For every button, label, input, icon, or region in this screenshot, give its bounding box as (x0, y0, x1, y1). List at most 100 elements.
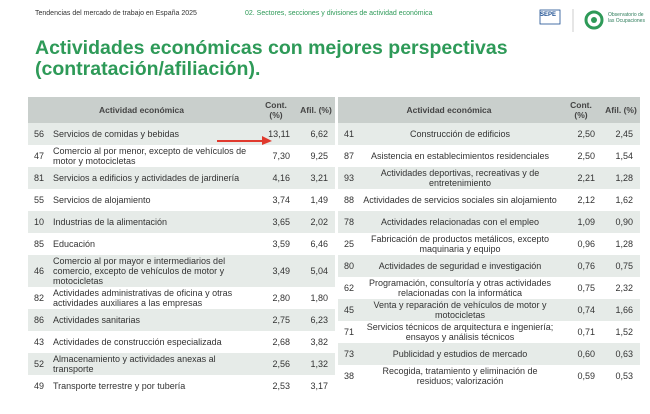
table-row: 46 Comercio al por mayor e intermediarios… (28, 255, 335, 287)
contratacion-pct: 0,76 (560, 255, 602, 277)
activity-name: Comercio al por menor, excepto de vehícu… (50, 145, 255, 167)
activity-name: Recogida, tratamiento y eliminación de r… (360, 365, 560, 387)
title-line: (contratación/afiliación). (35, 58, 261, 80)
activity-code: 45 (338, 299, 360, 321)
table-row: 86 Actividades sanitarias 2,75 6,23 (28, 309, 335, 331)
contratacion-pct: 2,12 (560, 189, 602, 211)
sepe-logo-text: SEPE (540, 12, 557, 18)
section-name: 02. Sectores, secciones y divisiones de … (245, 10, 433, 17)
table-row: 73 Publicidad y estudios de mercado 0,60 0,… (338, 343, 640, 365)
activity-code: 56 (28, 123, 50, 145)
afiliacion-pct: 0,75 (602, 255, 640, 277)
table-right: Actividad económica Cont. (%) Afil. (%) 41 C… (338, 97, 640, 387)
activity-name: Fabricación de productos metálicos, exce… (360, 233, 560, 255)
afiliacion-pct: 2,02 (297, 211, 335, 233)
afiliacion-pct: 0,63 (602, 343, 640, 365)
contratacion-pct: 1,09 (560, 211, 602, 233)
column-header: Afil. (%) (602, 97, 640, 123)
column-header: Afil. (%) (297, 97, 335, 123)
afiliacion-pct: 2,32 (602, 277, 640, 299)
activity-code: 88 (338, 189, 360, 211)
contratacion-pct: 0,59 (560, 365, 602, 387)
activity-code: 38 (338, 365, 360, 387)
activity-name: Servicios técnicos de arquitectura e ing… (360, 321, 560, 343)
observatorio-logo-text: Observatorio de las Ocupaciones (608, 12, 645, 24)
activity-name: Actividades relacionadas con el empleo (360, 211, 560, 233)
afiliacion-pct: 9,25 (297, 145, 335, 167)
activity-name: Actividades sanitarias (50, 309, 255, 331)
table-row: 41 Construcción de edificios 2,50 2,45 (338, 123, 640, 145)
activity-code: 52 (28, 353, 50, 375)
contratacion-pct: 0,96 (560, 233, 602, 255)
activity-name: Actividades de seguridad e investigación (360, 255, 560, 277)
afiliacion-pct: 3,21 (297, 167, 335, 189)
activity-name: Servicios de comidas y bebidas (50, 123, 255, 145)
contratacion-pct: 0,74 (560, 299, 602, 321)
highlight-arrow (217, 136, 272, 145)
activity-code: 78 (338, 211, 360, 233)
activity-code: 71 (338, 321, 360, 343)
table-row: 87 Asistencia en establecimientos residen… (338, 145, 640, 167)
table-row: 78 Actividades relacionadas con el empleo… (338, 211, 640, 233)
activity-code: 41 (338, 123, 360, 145)
table-row: 10 Industrias de la alimentación 3,65 2,02 (28, 211, 335, 233)
afiliacion-pct: 1,28 (602, 233, 640, 255)
afiliacion-pct: 1,49 (297, 189, 335, 211)
contratacion-pct: 3,65 (255, 211, 297, 233)
activity-code: 49 (28, 375, 50, 397)
activity-code: 85 (28, 233, 50, 255)
page-title: Actividades económicas con mejores persp… (35, 38, 508, 80)
activity-name: Servicios a edificios y actividades de j… (50, 167, 255, 189)
contratacion-pct: 0,60 (560, 343, 602, 365)
afiliacion-pct: 3,17 (297, 375, 335, 397)
activity-code: 86 (28, 309, 50, 331)
activity-name: Educación (50, 233, 255, 255)
title-line: Actividades económicas con mejores persp… (35, 37, 508, 59)
afiliacion-pct: 5,04 (297, 255, 335, 287)
afiliacion-pct: 1,32 (297, 353, 335, 375)
activity-name: Actividades administrativas de oficina y… (50, 287, 255, 309)
table-row: 81 Servicios a edificios y actividades de… (28, 167, 335, 189)
afiliacion-pct: 1,66 (602, 299, 640, 321)
activity-name: Transporte terrestre y por tubería (50, 375, 255, 397)
activity-name: Construcción de edificios (360, 123, 560, 145)
header-row: Actividad económica Cont. (%) Afil. (%) (28, 97, 335, 123)
contratacion-pct: 2,50 (560, 145, 602, 167)
contratacion-pct: 0,71 (560, 321, 602, 343)
afiliacion-pct: 6,46 (297, 233, 335, 255)
column-header: Actividad económica (338, 97, 560, 123)
contratacion-pct: 2,56 (255, 353, 297, 375)
afiliacion-pct: 1,54 (602, 145, 640, 167)
contratacion-pct: 3,59 (255, 233, 297, 255)
afiliacion-pct: 6,62 (297, 123, 335, 145)
activity-name: Servicios de alojamiento (50, 189, 255, 211)
activity-name: Actividades deportivas, recreativas y de… (360, 167, 560, 189)
table-row: 71 Servicios técnicos de arquitectura e i… (338, 321, 640, 343)
column-header: Cont. (%) (560, 97, 602, 123)
afiliacion-pct: 3,82 (297, 331, 335, 353)
afiliacion-pct: 0,53 (602, 365, 640, 387)
activity-name: Almacenamiento y actividades anexas al t… (50, 353, 255, 375)
contratacion-pct: 2,53 (255, 375, 297, 397)
column-header: Cont. (%) (255, 97, 297, 123)
activity-code: 43 (28, 331, 50, 353)
contratacion-pct: 3,74 (255, 189, 297, 211)
arrow-head (262, 136, 272, 145)
table-row: 80 Actividades de seguridad e investigaci… (338, 255, 640, 277)
table-row: 38 Recogida, tratamiento y eliminación de… (338, 365, 640, 387)
table-row: 55 Servicios de alojamiento 3,74 1,49 (28, 189, 335, 211)
table-row: 43 Actividades de construcción especializ… (28, 331, 335, 353)
afiliacion-pct: 2,45 (602, 123, 640, 145)
table-left: Actividad económica Cont. (%) Afil. (%) 56 S… (28, 97, 335, 397)
activity-name: Comercio al por mayor e intermediarios d… (50, 255, 255, 287)
activity-code: 93 (338, 167, 360, 189)
table-row: 62 Programación, consultoría y otras acti… (338, 277, 640, 299)
contratacion-pct: 2,68 (255, 331, 297, 353)
contratacion-pct: 3,49 (255, 255, 297, 287)
contratacion-pct: 4,16 (255, 167, 297, 189)
observatorio-logo (584, 10, 604, 30)
table-row: 85 Educación 3,59 6,46 (28, 233, 335, 255)
activity-name: Asistencia en establecimientos residenci… (360, 145, 560, 167)
table-row: 25 Fabricación de productos metálicos, ex… (338, 233, 640, 255)
